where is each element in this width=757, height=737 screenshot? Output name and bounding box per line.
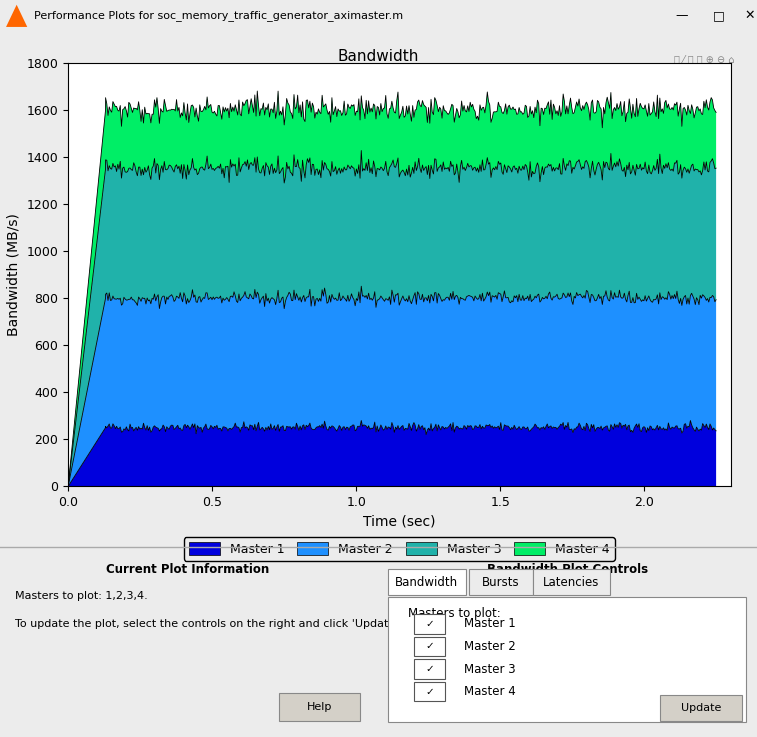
Text: Bandwidth Plot Controls: Bandwidth Plot Controls [488,563,648,576]
FancyBboxPatch shape [660,695,742,721]
FancyBboxPatch shape [414,660,445,679]
Text: —: — [675,10,687,22]
FancyBboxPatch shape [414,615,445,634]
Text: To update the plot, select the controls on the right and click 'Update'.: To update the plot, select the controls … [15,619,402,629]
Text: Master 4: Master 4 [464,685,516,698]
Text: Update: Update [681,703,721,713]
Text: □: □ [713,10,725,22]
Legend: Master 1, Master 2, Master 3, Master 4: Master 1, Master 2, Master 3, Master 4 [184,537,615,561]
Text: Latencies: Latencies [544,576,600,589]
FancyBboxPatch shape [414,637,445,656]
FancyBboxPatch shape [469,570,532,595]
Text: ✓: ✓ [425,687,434,696]
Polygon shape [6,4,27,27]
Text: ✕: ✕ [744,10,755,22]
Text: Master 3: Master 3 [464,663,516,676]
Y-axis label: Bandwidth (MB/s): Bandwidth (MB/s) [7,213,21,336]
Text: Bandwidth: Bandwidth [395,576,458,589]
Text: Performance Plots for soc_memory_traffic_generator_aximaster.m: Performance Plots for soc_memory_traffic… [34,10,403,21]
Text: Bursts: Bursts [482,576,520,589]
X-axis label: Time (sec): Time (sec) [363,514,435,528]
Text: Current Plot Information: Current Plot Information [106,563,269,576]
Text: Master 1: Master 1 [464,618,516,630]
Text: ⛲ ⁄ ⌸ ✋ ⊕ ⊖ ⌂: ⛲ ⁄ ⌸ ✋ ⊕ ⊖ ⌂ [674,55,734,65]
Text: Help: Help [307,702,332,712]
FancyBboxPatch shape [414,682,445,701]
FancyBboxPatch shape [388,570,466,595]
Text: ✓: ✓ [425,664,434,674]
Text: Master 2: Master 2 [464,640,516,653]
FancyBboxPatch shape [279,694,360,721]
Text: ✓: ✓ [425,641,434,652]
Text: Masters to plot:: Masters to plot: [408,607,501,620]
Text: ✓: ✓ [425,619,434,629]
FancyBboxPatch shape [532,570,610,595]
Text: Masters to plot: 1,2,3,4.: Masters to plot: 1,2,3,4. [15,591,148,601]
Text: Bandwidth: Bandwidth [338,49,419,64]
FancyBboxPatch shape [388,597,746,722]
